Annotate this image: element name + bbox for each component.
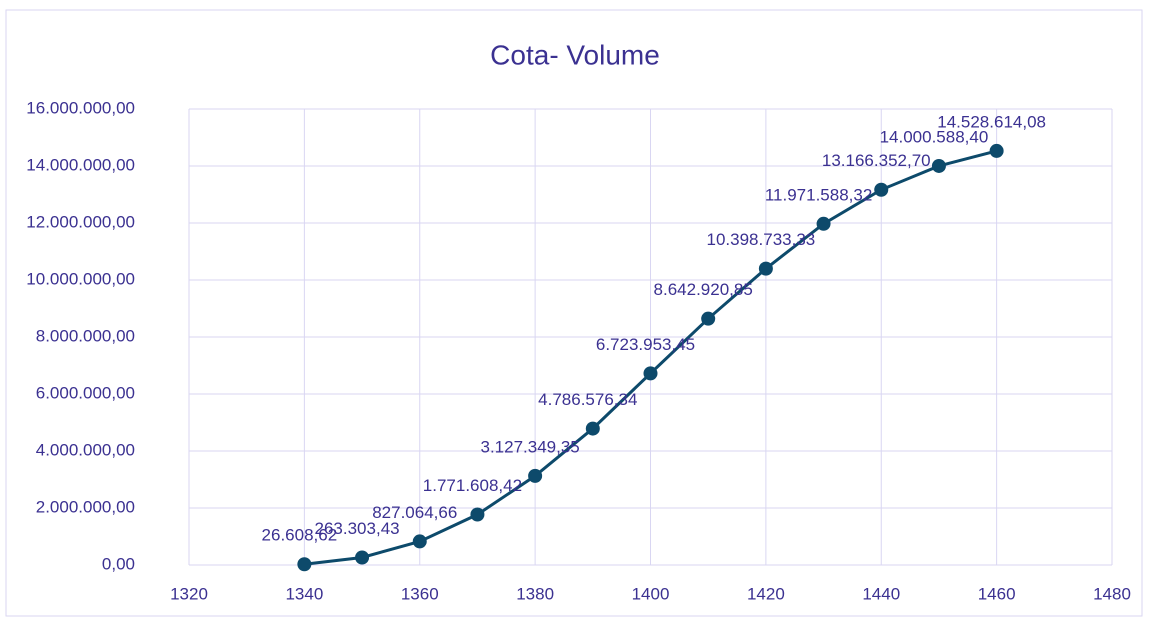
data-label: 6.723.953,45 <box>596 335 695 354</box>
data-label: 11.971.588,32 <box>765 185 872 204</box>
y-tick-label: 16.000.000,00 <box>26 98 135 117</box>
x-tick-label: 1380 <box>516 584 554 603</box>
data-label: 1.771.608,42 <box>423 476 522 495</box>
data-label: 263.303,43 <box>315 519 400 538</box>
x-tick-label: 1340 <box>285 584 323 603</box>
y-tick-label: 0,00 <box>102 554 135 573</box>
data-point <box>528 468 543 483</box>
data-label: 4.786.576,34 <box>538 390 637 409</box>
data-point <box>643 366 658 381</box>
y-tick-label: 8.000.000,00 <box>36 326 135 345</box>
data-point <box>758 261 773 276</box>
y-tick-label: 2.000.000,00 <box>36 497 135 516</box>
data-point <box>585 421 600 436</box>
y-tick-label: 4.000.000,00 <box>36 440 135 459</box>
data-point <box>355 550 370 565</box>
y-tick-label: 6.000.000,00 <box>36 383 135 402</box>
data-label: 14.000.588,40 <box>880 127 989 146</box>
x-tick-label: 1440 <box>862 584 900 603</box>
chart-title: Cota- Volume <box>490 39 660 70</box>
data-point <box>874 182 889 197</box>
y-tick-label: 10.000.000,00 <box>26 269 135 288</box>
data-label: 13.166.352,70 <box>822 151 931 170</box>
data-point <box>297 557 312 572</box>
x-tick-label: 1460 <box>978 584 1016 603</box>
x-tick-label: 1400 <box>632 584 670 603</box>
data-label: 3.127.349,35 <box>480 437 579 456</box>
data-point <box>931 158 946 173</box>
data-label: 10.398.733,33 <box>707 230 816 249</box>
chart-border <box>5 9 1143 617</box>
x-tick-label: 1420 <box>747 584 785 603</box>
data-point <box>816 216 831 231</box>
y-tick-label: 14.000.000,00 <box>26 155 135 174</box>
data-point <box>701 311 716 326</box>
data-point <box>470 507 485 522</box>
data-label: 827.064,66 <box>372 503 457 522</box>
data-label: 8.642.920,85 <box>654 280 753 299</box>
x-tick-label: 1360 <box>401 584 439 603</box>
x-tick-label: 1320 <box>170 584 208 603</box>
x-tick-label: 1480 <box>1093 584 1131 603</box>
data-point <box>989 143 1004 158</box>
data-label: 26.608,62 <box>262 526 338 545</box>
data-point <box>412 534 427 549</box>
data-label: 14.528.614,08 <box>937 112 1046 131</box>
y-tick-label: 12.000.000,00 <box>26 212 135 231</box>
